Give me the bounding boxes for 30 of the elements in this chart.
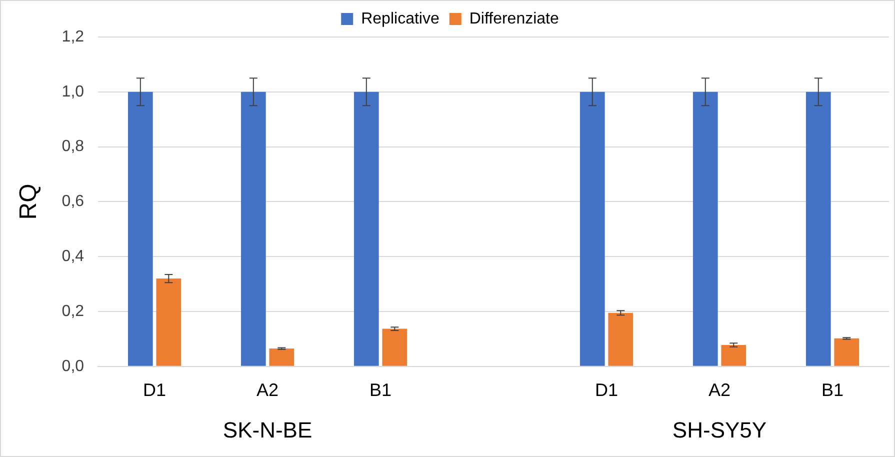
bar bbox=[692, 92, 718, 366]
bar bbox=[269, 348, 294, 366]
y-tick-label: 0,4 bbox=[62, 248, 84, 266]
y-tick-label: 0,8 bbox=[62, 138, 84, 156]
bar bbox=[608, 312, 634, 366]
y-tick-label: 1,2 bbox=[62, 28, 84, 46]
x-tick-label: A2 bbox=[708, 380, 731, 400]
bar bbox=[580, 92, 605, 366]
y-tick-label: 0,2 bbox=[62, 302, 84, 320]
bar bbox=[156, 278, 182, 366]
x-tick-label: D1 bbox=[143, 380, 166, 400]
bar bbox=[382, 328, 408, 366]
text: SH-SY5Y bbox=[672, 417, 767, 442]
bar bbox=[128, 92, 153, 366]
legend-label: Differenziate bbox=[469, 10, 559, 28]
bar bbox=[806, 92, 831, 366]
legend-label: Replicative bbox=[361, 10, 440, 28]
bar bbox=[354, 92, 379, 366]
text: SK-N-BE bbox=[222, 417, 312, 442]
x-tick-label: A2 bbox=[256, 380, 279, 400]
y-tick-label: 1,0 bbox=[62, 83, 84, 100]
y-tick-label: 0,0 bbox=[62, 358, 84, 375]
bar bbox=[834, 338, 860, 366]
x-tick-label: B1 bbox=[821, 380, 844, 400]
bar bbox=[721, 344, 746, 366]
y-tick-label: 0,6 bbox=[62, 193, 84, 210]
y-axis-title: RQ bbox=[15, 184, 42, 220]
x-tick-label: B1 bbox=[370, 380, 392, 400]
x-tick-label: D1 bbox=[595, 380, 618, 400]
bar bbox=[240, 92, 266, 366]
